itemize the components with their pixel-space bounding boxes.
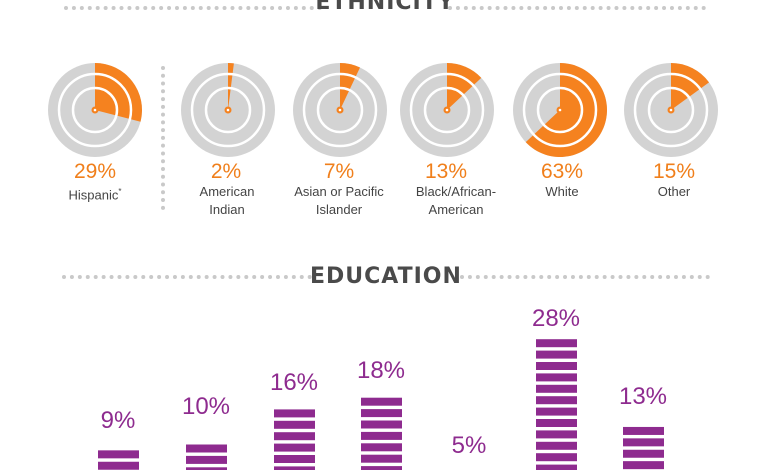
education-pct-7: 13% [618, 383, 668, 410]
bar-7-stripe-0 [623, 426, 664, 435]
bar-6-stripe-11 [536, 464, 577, 470]
education-pct-6: 28% [531, 305, 581, 332]
bar-7-stripe-2 [623, 449, 664, 458]
ethnicity-footnote-mark: * [118, 187, 122, 196]
ethnicity-pct-american-indian: 2% [210, 160, 242, 183]
ethnicity-vertical-divider [161, 66, 165, 210]
pie-ring-1-other [647, 86, 695, 134]
education-divider-left [62, 275, 312, 279]
pie-center-hole-black-african-american [445, 108, 449, 112]
pie-center-hole-white [558, 108, 562, 112]
bar-4-stripe-0 [361, 397, 402, 406]
bar-6-stripe-5 [536, 396, 577, 405]
bar-2-stripe-0 [186, 444, 227, 453]
bar-2-stripe-1 [186, 455, 227, 464]
bar-6-stripe-7 [536, 419, 577, 427]
bar-6-stripe-0 [536, 339, 577, 348]
ethnicity-pct-hispanic: 29% [73, 160, 117, 183]
bar-1-stripe-1 [98, 461, 139, 470]
ethnicity-label-white: White [545, 184, 579, 199]
bar-6-stripe-2 [536, 362, 577, 370]
pie-center-hole-other [669, 108, 673, 112]
pie-center-hole-american-indian [226, 108, 230, 112]
pie-ring-0-black-african-american [409, 72, 485, 148]
bar-3-stripe-0 [274, 409, 315, 418]
pie-ring-1-asian-or-pacific-islander [316, 86, 364, 134]
ethnicity-pct-asian: 7% [323, 160, 355, 183]
bar-4-stripe-5 [361, 454, 402, 463]
education-pct-4: 18% [356, 357, 406, 384]
pie-ring-0-other [633, 72, 709, 148]
education-title: EDUCATION [310, 264, 462, 289]
bar-3-stripe-2 [274, 432, 315, 441]
bar-4-stripe-4 [361, 443, 402, 452]
bar-7-stripe-3 [623, 461, 664, 470]
pie-ring-0-white [522, 72, 598, 148]
bar-3-stripe-1 [274, 420, 315, 429]
ethnicity-label-hispanic: Hispanic* [30, 183, 160, 204]
ethnicity-label-asian: Asian or Pacific Islander [294, 184, 384, 217]
bar-2-stripe-2 [186, 467, 227, 470]
ethnicity-label-black: Black/African-American [415, 184, 497, 217]
bar-6-stripe-8 [536, 430, 577, 439]
pie-center-hole-hispanic [93, 108, 97, 112]
ethnicity-divider-right [448, 6, 706, 10]
pie-ring-1-white [536, 86, 584, 134]
pie-ring-1-hispanic [71, 86, 119, 134]
education-pct-5: 5% [451, 432, 487, 459]
ethnicity-label-other: Other [657, 184, 691, 199]
bar-4-stripe-6 [361, 466, 402, 470]
pie-ring-1-american-indian [204, 86, 252, 134]
ethnicity-label-american-indian: American Indian [199, 184, 255, 217]
pie-ring-0-asian-or-pacific-islander [302, 72, 378, 148]
bar-3-stripe-3 [274, 443, 315, 452]
ethnicity-pct-white: 63% [540, 160, 584, 183]
education-pct-1: 9% [100, 407, 136, 434]
bar-6-stripe-6 [536, 407, 577, 416]
bar-7-stripe-1 [623, 438, 664, 447]
bar-4-stripe-1 [361, 409, 402, 418]
bar-4-stripe-2 [361, 420, 402, 429]
pie-ring-0-american-indian [190, 72, 266, 148]
bar-6-stripe-1 [536, 350, 577, 359]
bar-3-stripe-4 [274, 455, 315, 463]
education-pct-3: 16% [269, 369, 319, 396]
bar-4-stripe-3 [361, 431, 402, 440]
ethnicity-label-hispanic-text: Hispanic [68, 187, 119, 203]
education-pct-2: 10% [181, 393, 231, 420]
education-divider-right [460, 275, 710, 279]
bar-6-stripe-4 [536, 384, 577, 393]
bar-6-stripe-9 [536, 441, 577, 450]
ethnicity-divider-left [64, 6, 322, 10]
bar-6-stripe-10 [536, 453, 577, 462]
ethnicity-pct-other: 15% [652, 160, 696, 183]
bar-6-stripe-3 [536, 373, 577, 382]
ethnicity-title: ETHNICITY [315, 0, 455, 15]
pie-ring-0-hispanic [57, 72, 133, 148]
pie-center-hole-asian-or-pacific-islander [338, 108, 342, 112]
pie-ring-1-black-african-american [423, 86, 471, 134]
bar-3-stripe-5 [274, 466, 315, 470]
ethnicity-pct-black: 13% [424, 160, 468, 183]
bar-1-stripe-0 [98, 450, 139, 459]
